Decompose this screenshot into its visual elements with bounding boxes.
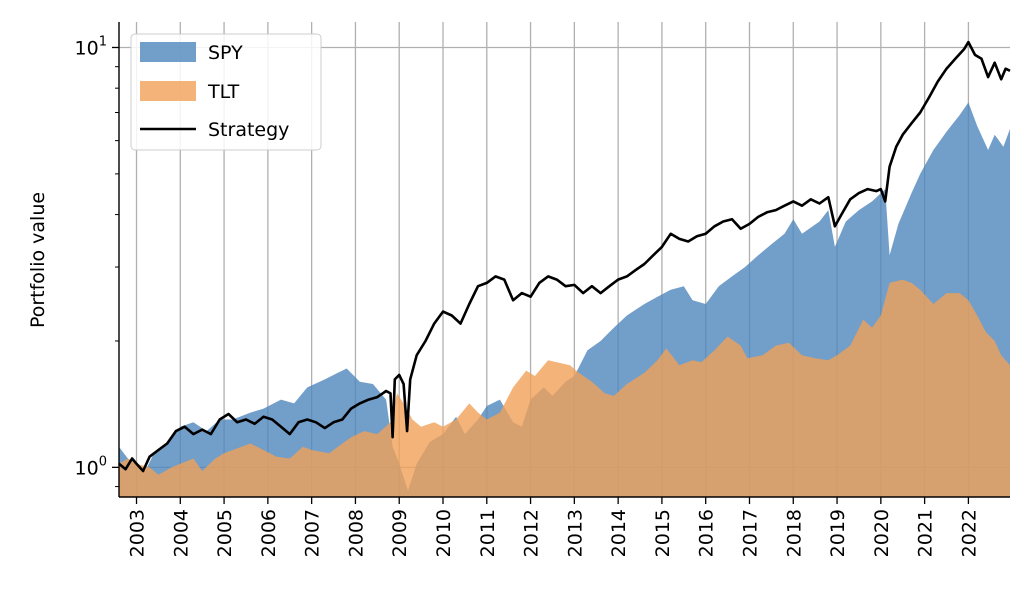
x-tick-label: 2020 xyxy=(871,509,893,557)
x-tick-label: 2019 xyxy=(827,509,849,557)
x-tick-label: 2004 xyxy=(170,509,192,557)
x-tick-label: 2010 xyxy=(433,509,455,557)
y-axis-label: Portfolio value xyxy=(27,192,49,328)
y-tick-label: 100 xyxy=(75,454,107,479)
x-tick-label: 2008 xyxy=(345,509,367,557)
line-strategy xyxy=(118,40,1011,473)
y-axis-ticks: 100 101 xyxy=(75,34,119,488)
legend-label-spy: SPY xyxy=(208,42,243,64)
x-tick-label: 2016 xyxy=(696,509,718,557)
y-tick-label: 101 xyxy=(75,34,107,59)
legend-frame xyxy=(130,33,322,151)
x-axis-ticks: 2003 2004 2005 2006 2007 2008 2009 2010 2011 2012… xyxy=(127,497,980,557)
legend: SPY TLT Strategy xyxy=(130,33,322,151)
x-tick-label: 2017 xyxy=(739,509,761,557)
area-tlt xyxy=(119,279,1010,497)
x-tick-label: 2012 xyxy=(521,509,543,557)
x-tick-label: 2014 xyxy=(608,509,630,557)
x-tick-label: 2021 xyxy=(915,509,937,557)
x-tick-label: 2013 xyxy=(564,509,586,557)
x-tick-label: 2011 xyxy=(477,509,499,557)
legend-label-strategy: Strategy xyxy=(208,119,289,141)
x-tick-label: 2018 xyxy=(783,509,805,557)
legend-swatch-spy xyxy=(140,42,196,62)
x-tick-label: 2006 xyxy=(258,509,280,557)
x-tick-label: 2005 xyxy=(214,509,236,557)
x-tick-label: 2007 xyxy=(302,509,324,557)
x-tick-label: 2003 xyxy=(127,509,149,557)
legend-swatch-tlt xyxy=(140,81,196,101)
legend-label-tlt: TLT xyxy=(207,81,240,103)
line-series xyxy=(118,40,1011,473)
x-tick-label: 2015 xyxy=(652,509,674,557)
x-tick-label: 2022 xyxy=(958,509,980,557)
area-series xyxy=(119,102,1010,498)
x-tick-label: 2009 xyxy=(389,509,411,557)
